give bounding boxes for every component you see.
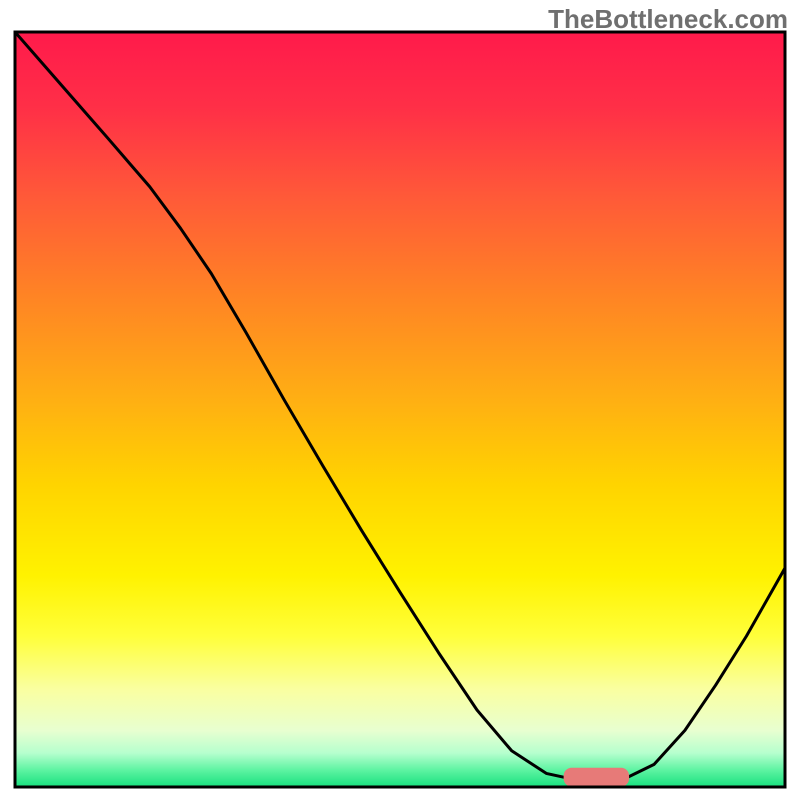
plot-area (15, 32, 785, 787)
gradient-background (15, 32, 785, 787)
watermark-text: TheBottleneck.com (548, 4, 788, 35)
root: TheBottleneck.com (0, 0, 800, 800)
chart-svg (0, 0, 800, 800)
optimum-marker (564, 768, 629, 787)
